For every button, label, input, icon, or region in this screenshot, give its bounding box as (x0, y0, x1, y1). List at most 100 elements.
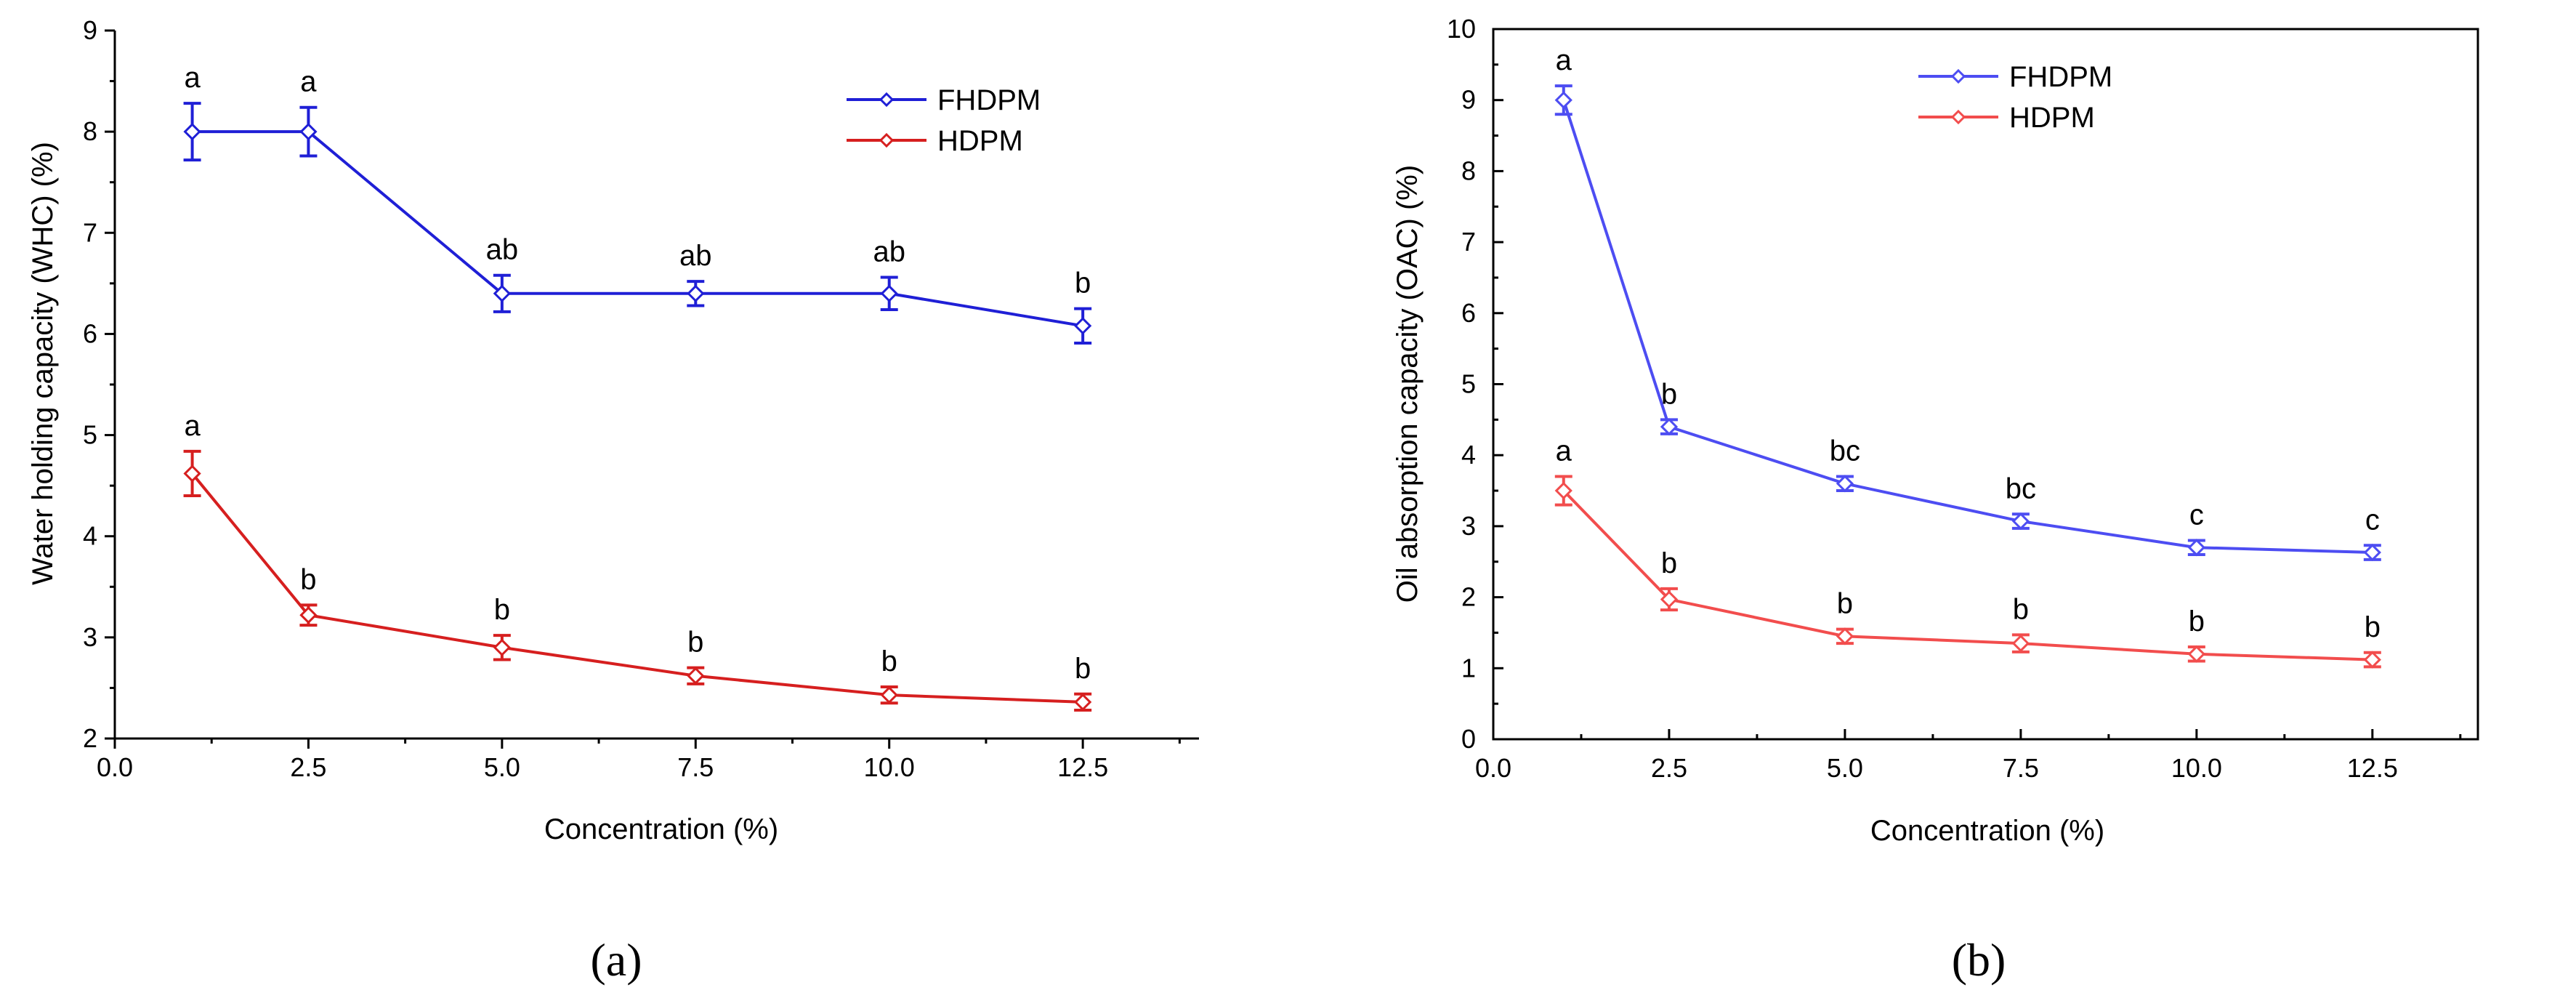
significance-label: b (1075, 653, 1091, 685)
data-point (183, 464, 201, 483)
panel-label: (a) (590, 934, 642, 986)
data-point (880, 686, 898, 704)
y-tick-label: 9 (83, 15, 97, 45)
x-tick-label: 10.0 (2171, 753, 2222, 783)
significance-label: b (1075, 267, 1091, 299)
plot-frame (1492, 28, 2479, 741)
significance-label: b (2365, 611, 2381, 643)
significance-label: a (1556, 44, 1572, 76)
x-tick-label: 7.5 (2003, 753, 2039, 783)
series-line (191, 472, 1083, 704)
significance-label: a (1556, 435, 1572, 467)
significance-label: bc (1830, 435, 1860, 467)
x-tick-label: 2.5 (1651, 753, 1687, 783)
y-tick-label: 7 (1461, 227, 1476, 257)
significance-label: bc (2006, 472, 2036, 504)
legend-label: HDPM (937, 125, 1023, 157)
data-point (1660, 417, 1679, 436)
data-point (299, 606, 318, 624)
x-tick-label: 7.5 (677, 752, 714, 782)
significance-label: a (184, 410, 201, 442)
y-tick-label: 6 (1461, 298, 1476, 328)
x-tick-label: 5.0 (484, 752, 520, 782)
legend-label: HDPM (2009, 102, 2095, 134)
data-point (2363, 651, 2381, 669)
series-hdpm: a b b b b b (183, 410, 1092, 712)
significance-label: b (881, 645, 897, 677)
x-tick-label: 2.5 (290, 752, 326, 782)
data-point (1836, 627, 1854, 645)
x-tick-label: 12.5 (1057, 752, 1108, 782)
significance-label: ab (873, 236, 905, 268)
data-point (183, 123, 201, 141)
significance-label: b (2189, 605, 2205, 637)
x-tick-label: 0.0 (1475, 753, 1511, 783)
x-tick-label: 10.0 (864, 752, 915, 782)
chart-panel-b: Oil absorption capacity (OAC) (%) Concen… (1392, 14, 2479, 986)
data-point (493, 284, 511, 302)
y-tick-label: 8 (1461, 156, 1476, 185)
significance-label: b (1661, 378, 1677, 410)
data-point (2363, 543, 2381, 562)
chart-panel-a: Water holding capacity (WHC) (%) Concent… (27, 15, 1199, 986)
series-line (192, 130, 1083, 328)
y-tick-label: 7 (83, 217, 97, 247)
y-tick-label: 1 (1461, 653, 1476, 683)
significance-label: b (1837, 588, 1853, 620)
y-tick-label: 3 (83, 622, 97, 652)
y-tick-label: 0 (1461, 724, 1476, 754)
data-point (880, 284, 898, 302)
legend-marker (879, 132, 895, 148)
data-point (687, 667, 705, 685)
data-point (1660, 590, 1679, 608)
significance-label: c (2189, 499, 2204, 531)
data-point (2011, 512, 2030, 531)
x-tick-label: 0.0 (97, 752, 133, 782)
series-fhdpm: a a ab ab ab b (183, 62, 1092, 345)
data-point (1554, 481, 1572, 500)
significance-label: b (300, 563, 316, 595)
data-point (1074, 317, 1092, 335)
panel-label: (b) (1952, 934, 2006, 986)
significance-label: a (184, 62, 201, 94)
y-tick-label: 8 (83, 116, 97, 146)
data-point (1836, 475, 1854, 493)
legend-marker (1950, 68, 1966, 84)
legend-label: FHDPM (937, 84, 1041, 116)
series-line (1562, 489, 2373, 661)
x-axis-title: Concentration (%) (1870, 815, 2104, 847)
data-point (1074, 693, 1092, 712)
significance-label: c (2365, 504, 2380, 536)
y-tick-label: 4 (1461, 440, 1476, 470)
y-tick-label: 4 (83, 521, 97, 551)
series-hdpm: a b b b b b (1554, 435, 2381, 669)
y-tick-label: 5 (83, 420, 97, 450)
x-tick-label: 5.0 (1827, 753, 1863, 783)
data-point (493, 638, 511, 656)
legend-label: FHDPM (2009, 61, 2112, 93)
data-point (299, 123, 318, 141)
y-axis-title: Oil absorption capacity (OAC) (%) (1392, 165, 1424, 603)
significance-label: b (2013, 593, 2029, 625)
data-point (687, 284, 705, 302)
data-point (2187, 645, 2205, 663)
y-tick-label: 2 (1461, 582, 1476, 612)
significance-label: b (687, 627, 703, 659)
x-axis-title: Concentration (%) (544, 813, 778, 845)
data-point (2187, 539, 2205, 557)
series-line (1562, 100, 2373, 555)
significance-label: ab (486, 234, 519, 266)
significance-label: ab (679, 240, 712, 272)
significance-label: a (300, 66, 317, 98)
legend-marker (879, 92, 895, 108)
y-tick-label: 6 (83, 318, 97, 348)
significance-label: b (1661, 547, 1677, 579)
x-tick-label: 12.5 (2347, 753, 2398, 783)
y-tick-label: 3 (1461, 511, 1476, 541)
y-tick-label: 10 (1447, 14, 1476, 44)
y-tick-label: 5 (1461, 369, 1476, 399)
y-tick-label: 9 (1461, 85, 1476, 115)
data-point (2011, 634, 2030, 653)
y-axis-title: Water holding capacity (WHC) (%) (27, 142, 59, 585)
